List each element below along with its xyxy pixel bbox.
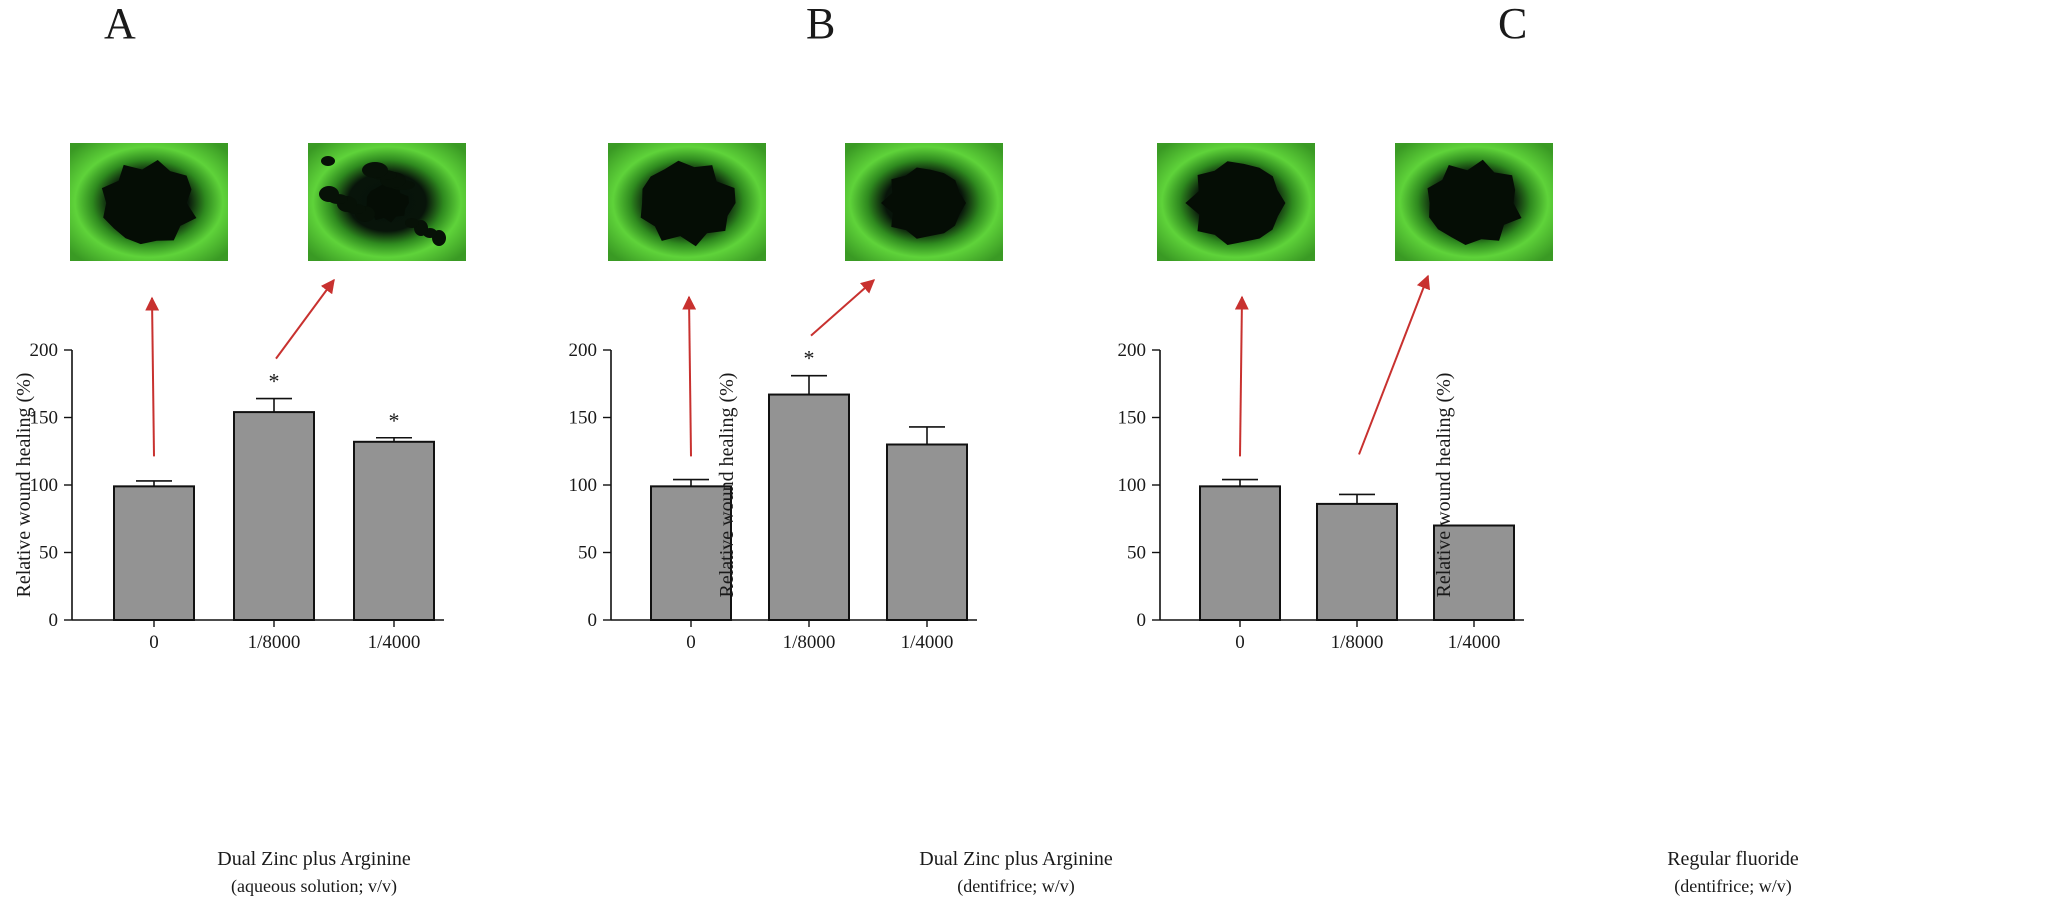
x-axis-sublabel: (dentifrice; w/v) <box>957 876 1074 897</box>
arrow <box>810 279 876 337</box>
arrows <box>1234 274 1430 457</box>
wound-gap <box>319 186 339 202</box>
arrow <box>145 296 160 457</box>
arrow <box>682 295 697 457</box>
arrow <box>1234 295 1249 457</box>
bar <box>353 440 435 621</box>
x-tick-label: 1/4000 <box>901 632 954 653</box>
arrow <box>1358 274 1430 455</box>
microscopy-image-wound-healed <box>308 143 466 261</box>
y-tick-label: 150 <box>1118 408 1147 429</box>
bars: * <box>650 346 968 621</box>
bar <box>768 393 850 621</box>
bar <box>886 443 968 621</box>
microscopy-image-wound-open <box>608 143 766 261</box>
wound-gap <box>405 218 419 228</box>
microscopy-images <box>1157 143 1553 261</box>
microscopy-images <box>70 143 466 261</box>
x-axis-label: Regular fluoride <box>1667 848 1799 870</box>
x-axis-sublabel: (dentifrice; w/v) <box>1674 876 1791 897</box>
y-tick-label: 50 <box>39 543 58 564</box>
microscopy-image-wound-open <box>1395 143 1553 261</box>
bar <box>1316 502 1398 621</box>
bars <box>1199 478 1515 621</box>
x-tick-label: 0 <box>149 632 159 653</box>
wound-area <box>101 160 197 245</box>
microscopy-image-wound-open <box>1157 143 1315 261</box>
arrows <box>145 278 335 457</box>
y-tick-label: 200 <box>30 340 59 361</box>
significance-marker: * <box>389 408 400 433</box>
x-tick-label: 1/8000 <box>1331 632 1384 653</box>
arrow <box>275 278 335 360</box>
y-tick-label: 150 <box>569 408 598 429</box>
x-tick-label: 0 <box>686 632 696 653</box>
y-tick-label: 100 <box>569 475 598 496</box>
bars: ** <box>113 369 435 621</box>
bar <box>1433 524 1515 621</box>
panel-letter: B <box>806 0 835 48</box>
wound-area <box>640 160 736 247</box>
y-tick-label: 100 <box>30 475 59 496</box>
significance-marker: * <box>269 369 280 394</box>
x-tick-label: 0 <box>1235 632 1245 653</box>
wound-area <box>1185 161 1286 245</box>
y-tick-label: 200 <box>1118 340 1147 361</box>
significance-marker: * <box>804 346 815 371</box>
arrows <box>682 279 876 457</box>
bar <box>650 485 732 621</box>
y-axis-label: Relative wound healing (%) <box>1433 373 1455 598</box>
y-tick-label: 0 <box>49 610 59 631</box>
wound-area <box>366 184 409 223</box>
x-tick-label: 1/8000 <box>248 632 301 653</box>
wound-gap <box>362 162 388 178</box>
y-tick-label: 100 <box>1118 475 1147 496</box>
microscopy-images <box>608 143 1003 261</box>
microscopy-image-wound-partial <box>845 143 1003 261</box>
bar <box>1199 485 1281 621</box>
x-axis-sublabel: (aqueous solution; v/v) <box>231 876 397 897</box>
wound-gap <box>321 156 335 166</box>
x-tick-label: 1/4000 <box>368 632 421 653</box>
x-tick-label: 1/4000 <box>1448 632 1501 653</box>
bar <box>113 485 195 621</box>
axes: 0 50 100 150 200 0 1/8000 1/4000 <box>569 340 977 653</box>
panel-letter: C <box>1498 0 1527 48</box>
x-axis-label: Dual Zinc plus Arginine <box>919 848 1113 870</box>
y-tick-label: 200 <box>569 340 598 361</box>
y-tick-label: 50 <box>1127 543 1146 564</box>
y-tick-label: 0 <box>1137 610 1147 631</box>
y-axis-label: Relative wound healing (%) <box>716 373 738 598</box>
x-tick-label: 1/8000 <box>783 632 836 653</box>
x-axis-label: Dual Zinc plus Arginine <box>217 848 411 870</box>
y-tick-label: 50 <box>578 543 597 564</box>
wound-area <box>881 167 966 239</box>
y-tick-label: 0 <box>588 610 598 631</box>
wound-area <box>1427 159 1522 245</box>
panel-b: B 0 50 100 150 200 0 1/8000 1/4000 * Relative w… <box>569 0 1113 897</box>
panel-c: C 0 50 100 150 200 0 1/8000 1/4000 Relative wou… <box>1118 0 1799 897</box>
bar <box>233 411 315 621</box>
microscopy-image-wound-open <box>70 143 228 261</box>
y-axis-label: Relative wound healing (%) <box>13 373 35 598</box>
y-tick-label: 150 <box>30 408 59 429</box>
panel-letter: A <box>104 0 136 48</box>
